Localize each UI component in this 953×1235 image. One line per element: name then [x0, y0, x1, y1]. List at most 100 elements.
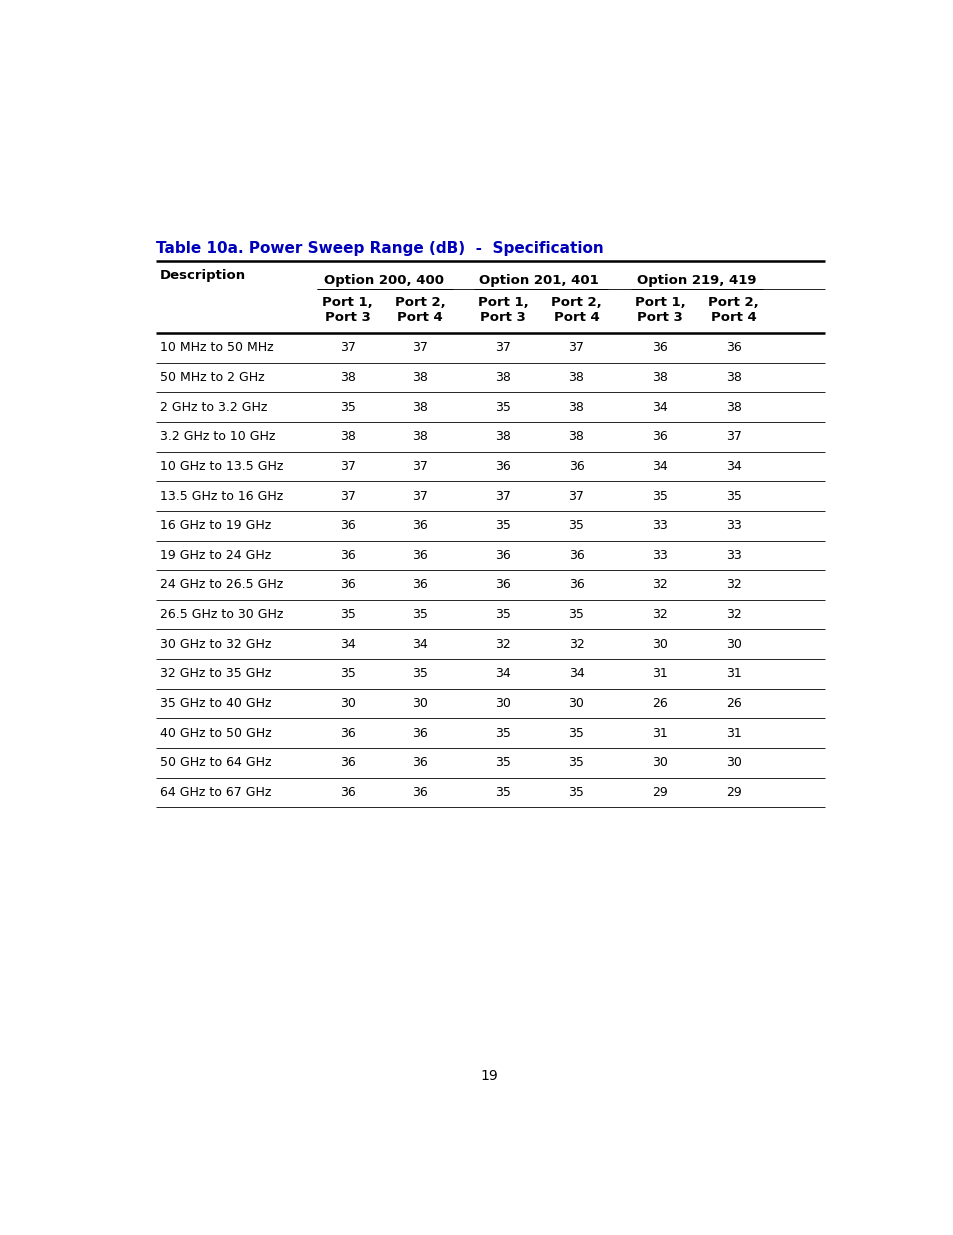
Text: 37: 37: [412, 459, 428, 473]
Text: 36: 36: [412, 519, 427, 532]
Text: 32: 32: [652, 578, 667, 592]
Text: 36: 36: [495, 548, 510, 562]
Text: Port 2,
Port 4: Port 2, Port 4: [708, 296, 759, 324]
Text: 32 GHz to 35 GHz: 32 GHz to 35 GHz: [159, 667, 271, 680]
Text: 30: 30: [725, 637, 741, 651]
Text: 33: 33: [652, 519, 667, 532]
Text: 29: 29: [652, 785, 667, 799]
Text: 30: 30: [495, 697, 510, 710]
Text: 35: 35: [339, 608, 355, 621]
Text: 35: 35: [412, 608, 428, 621]
Text: 35 GHz to 40 GHz: 35 GHz to 40 GHz: [159, 697, 271, 710]
Text: 35: 35: [568, 519, 584, 532]
Text: 34: 34: [495, 667, 510, 680]
Text: 36: 36: [339, 726, 355, 740]
Text: 38: 38: [568, 430, 584, 443]
Text: 33: 33: [725, 519, 740, 532]
Text: 35: 35: [495, 519, 510, 532]
Text: 38: 38: [725, 400, 741, 414]
Text: Port 1,
Port 3: Port 1, Port 3: [477, 296, 528, 324]
Text: 36: 36: [412, 756, 427, 769]
Text: 38: 38: [652, 370, 667, 384]
Text: 26.5 GHz to 30 GHz: 26.5 GHz to 30 GHz: [159, 608, 283, 621]
Text: Option 200, 400: Option 200, 400: [323, 274, 443, 288]
Text: 35: 35: [495, 726, 510, 740]
Text: 19 GHz to 24 GHz: 19 GHz to 24 GHz: [159, 548, 271, 562]
Text: Option 201, 401: Option 201, 401: [479, 274, 598, 288]
Text: 10 GHz to 13.5 GHz: 10 GHz to 13.5 GHz: [159, 459, 283, 473]
Text: 38: 38: [725, 370, 741, 384]
Text: 16 GHz to 19 GHz: 16 GHz to 19 GHz: [159, 519, 271, 532]
Text: 35: 35: [495, 400, 510, 414]
Text: 32: 32: [568, 637, 584, 651]
Text: 38: 38: [568, 370, 584, 384]
Text: Port 2,
Port 4: Port 2, Port 4: [395, 296, 445, 324]
Text: 32: 32: [495, 637, 510, 651]
Text: 35: 35: [339, 400, 355, 414]
Text: 31: 31: [725, 667, 740, 680]
Text: Description: Description: [159, 269, 246, 282]
Text: 36: 36: [568, 459, 584, 473]
Text: 36: 36: [339, 578, 355, 592]
Text: Table 10a. Power Sweep Range (dB)  -  Specification: Table 10a. Power Sweep Range (dB) - Spec…: [155, 241, 603, 256]
Text: 37: 37: [568, 341, 584, 354]
Text: 30: 30: [725, 756, 741, 769]
Text: 35: 35: [412, 667, 428, 680]
Text: 29: 29: [725, 785, 740, 799]
Text: 36: 36: [495, 459, 510, 473]
Text: 50 GHz to 64 GHz: 50 GHz to 64 GHz: [159, 756, 271, 769]
Text: 36: 36: [412, 578, 427, 592]
Text: 36: 36: [412, 548, 427, 562]
Text: 35: 35: [495, 756, 510, 769]
Text: 32: 32: [725, 608, 740, 621]
Text: 35: 35: [495, 785, 510, 799]
Text: 36: 36: [339, 519, 355, 532]
Text: 30: 30: [568, 697, 584, 710]
Text: 37: 37: [339, 489, 355, 503]
Text: 13.5 GHz to 16 GHz: 13.5 GHz to 16 GHz: [159, 489, 282, 503]
Text: 38: 38: [495, 430, 510, 443]
Text: 37: 37: [339, 459, 355, 473]
Text: 31: 31: [652, 667, 667, 680]
Text: 38: 38: [568, 400, 584, 414]
Text: 32: 32: [725, 578, 740, 592]
Text: 19: 19: [479, 1070, 497, 1083]
Text: 36: 36: [412, 785, 427, 799]
Text: 37: 37: [412, 341, 428, 354]
Text: 36: 36: [339, 548, 355, 562]
Text: 26: 26: [652, 697, 667, 710]
Text: 37: 37: [725, 430, 741, 443]
Text: 30 GHz to 32 GHz: 30 GHz to 32 GHz: [159, 637, 271, 651]
Text: 50 MHz to 2 GHz: 50 MHz to 2 GHz: [159, 370, 264, 384]
Text: 3.2 GHz to 10 GHz: 3.2 GHz to 10 GHz: [159, 430, 274, 443]
Text: 36: 36: [568, 578, 584, 592]
Text: 34: 34: [652, 400, 667, 414]
Text: 36: 36: [568, 548, 584, 562]
Text: 33: 33: [725, 548, 740, 562]
Text: 31: 31: [652, 726, 667, 740]
Text: 36: 36: [652, 430, 667, 443]
Text: 38: 38: [412, 400, 428, 414]
Text: 36: 36: [339, 756, 355, 769]
Text: Port 1,
Port 3: Port 1, Port 3: [322, 296, 373, 324]
Text: 35: 35: [339, 667, 355, 680]
Text: 36: 36: [652, 341, 667, 354]
Text: 35: 35: [568, 756, 584, 769]
Text: 2 GHz to 3.2 GHz: 2 GHz to 3.2 GHz: [159, 400, 267, 414]
Text: 30: 30: [652, 637, 667, 651]
Text: 37: 37: [495, 341, 510, 354]
Text: 34: 34: [412, 637, 427, 651]
Text: 30: 30: [339, 697, 355, 710]
Text: 35: 35: [652, 489, 667, 503]
Text: 30: 30: [412, 697, 428, 710]
Text: 35: 35: [568, 608, 584, 621]
Text: 38: 38: [412, 430, 428, 443]
Text: 34: 34: [568, 667, 584, 680]
Text: 33: 33: [652, 548, 667, 562]
Text: 32: 32: [652, 608, 667, 621]
Text: 10 MHz to 50 MHz: 10 MHz to 50 MHz: [159, 341, 273, 354]
Text: 36: 36: [725, 341, 740, 354]
Text: 37: 37: [339, 341, 355, 354]
Text: 35: 35: [725, 489, 741, 503]
Text: 38: 38: [339, 430, 355, 443]
